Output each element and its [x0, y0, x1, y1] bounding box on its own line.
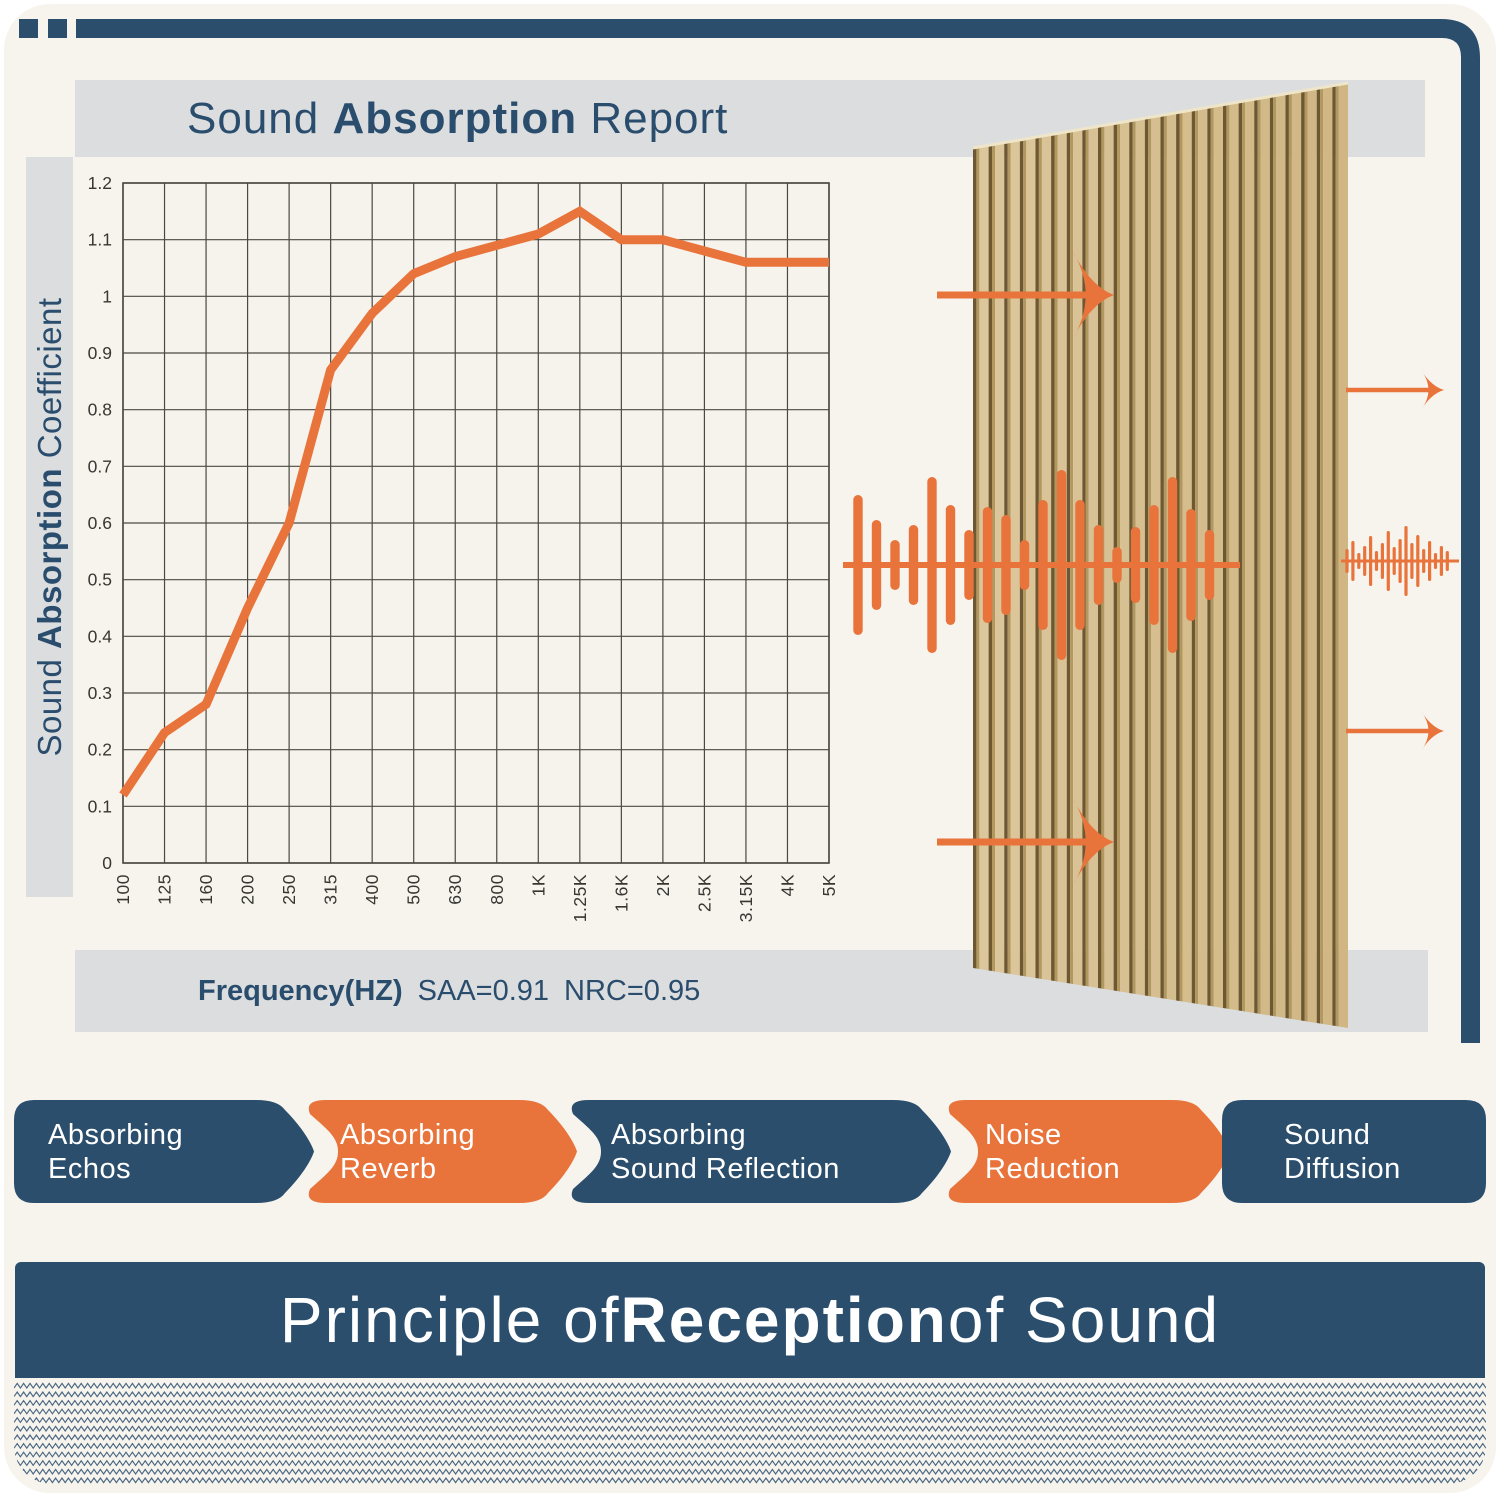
y-axis-title-pre: Sound [30, 648, 68, 757]
banner-label: Absorbing Sound Reflection [563, 1100, 951, 1203]
banner-sound-diffusion: Sound Diffusion [1222, 1100, 1486, 1203]
footer-title-pre: Principle of [279, 1284, 621, 1356]
y-axis-title-bold: Absorption [30, 467, 68, 649]
banner-shape [308, 1100, 577, 1203]
zigzag-pattern-svg [14, 1382, 1486, 1484]
nrc-value: NRC=0.95 [564, 974, 701, 1007]
banner-absorbing-sound-reflection: Absorbing Sound Reflection [563, 1100, 951, 1203]
decorative-frame [19, 19, 1480, 1043]
footer-title-post: of Sound [947, 1284, 1221, 1356]
page-title-pre: Sound [187, 93, 333, 143]
frame-square-2 [48, 19, 67, 38]
banner-line-1: Absorbing [48, 1118, 184, 1151]
banner-line-1: Noise [985, 1118, 1062, 1151]
x-axis-label-group: Frequency(HZ) SAA=0.91 NRC=0.95 [75, 975, 700, 1008]
frame-bar [76, 19, 1480, 1043]
zigzag-pattern [14, 1381, 1486, 1484]
y-axis-title-strip: Sound Absorption Coefficient [26, 157, 73, 897]
page-title-post: Report [577, 93, 729, 143]
banner-shape [14, 1100, 314, 1203]
banner-line-2: Sound Reflection [611, 1152, 840, 1185]
banner-shape [571, 1100, 951, 1203]
banner-line-1: Absorbing [611, 1118, 747, 1151]
y-axis-title: Sound Absorption Coefficient [31, 297, 69, 756]
footer-title-bold: Reception [620, 1284, 948, 1356]
banner-line-2: Echos [48, 1152, 132, 1185]
banner-absorbing-reverb: Absorbing Reverb [300, 1100, 577, 1203]
title-band: Sound Absorption Report [75, 80, 1425, 157]
frame-square-1 [19, 19, 38, 38]
banner-label: Absorbing Reverb [300, 1100, 577, 1203]
banner-label: Noise Reduction [940, 1100, 1230, 1203]
footer-title-bar: Principle of Reception of Sound [15, 1262, 1485, 1378]
banner-line-2: Reverb [340, 1152, 437, 1185]
page-title-bold: Absorption [332, 93, 578, 143]
banner-line-1: Absorbing [340, 1118, 476, 1151]
banner-line-2: Diffusion [1284, 1152, 1401, 1185]
banner-line-2: Reduction [985, 1152, 1121, 1185]
page-title: Sound Absorption Report [75, 94, 728, 144]
banner-shape [1222, 1100, 1486, 1203]
y-axis-title-post: Coefficient [30, 297, 68, 468]
banner-label: Sound Diffusion [1222, 1100, 1486, 1203]
banner-noise-reduction: Noise Reduction [940, 1100, 1230, 1203]
banner-label: Absorbing Echos [14, 1100, 314, 1203]
saa-value: SAA=0.91 [417, 974, 550, 1007]
banner-absorbing-echos: Absorbing Echos [14, 1100, 314, 1203]
banner-shape [948, 1100, 1230, 1203]
x-axis-band: Frequency(HZ) SAA=0.91 NRC=0.95 [75, 950, 1428, 1032]
banner-line-1: Sound [1284, 1118, 1371, 1151]
x-axis-title: Frequency(HZ) [198, 974, 403, 1007]
